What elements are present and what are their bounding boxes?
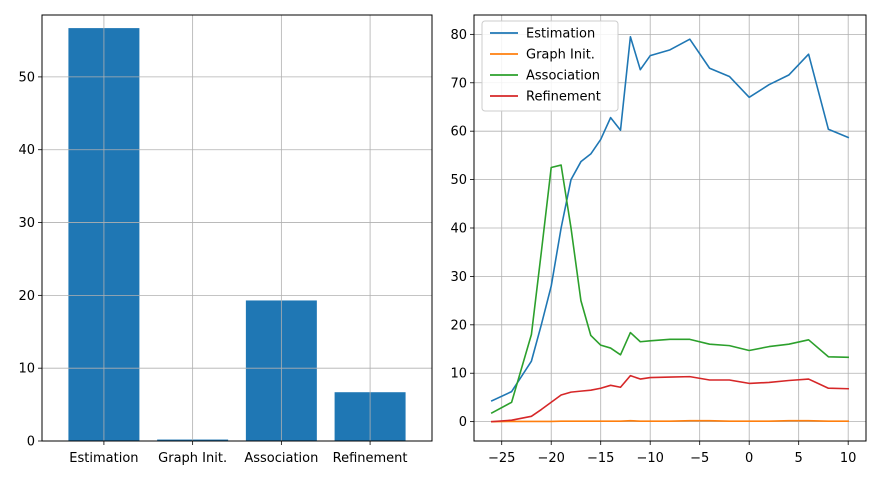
line-ytick-label: 40: [450, 222, 467, 237]
line-ytick-label: 0: [459, 415, 467, 430]
bar-ytick-label: 20: [18, 289, 35, 304]
line-ytick-label: 50: [450, 173, 467, 188]
line-chart-ticks: 0 10 20 30 40 50 60 70 80 −25 −20 −15 −10 −5 0 5 10: [450, 28, 856, 466]
bar-ytick-label: 10: [18, 362, 35, 377]
line-xtick-label: 0: [745, 451, 753, 466]
series-line-estimation: [490, 35, 850, 402]
series-line-association: [490, 164, 849, 415]
bar-ytick-label: 30: [18, 216, 35, 231]
series-line-refinement: [490, 374, 849, 423]
legend-label-refinement: Refinement: [526, 90, 601, 105]
bar-ytick-label: 0: [27, 435, 35, 450]
line-chart-frame: [473, 14, 867, 442]
line-xtick-label: 5: [795, 451, 803, 466]
line-chart-panel: 0 10 20 30 40 50 60 70 80 −25 −20 −15 −10 −5 0 5 10 Esti…: [450, 14, 867, 466]
bar-xtick-label: Estimation: [69, 451, 138, 466]
line-ytick-label: 70: [450, 76, 467, 91]
series-line-graph-init: [491, 419, 849, 423]
legend-label-association: Association: [526, 69, 600, 84]
line-xtick-label: 10: [840, 451, 857, 466]
line-ytick-label: 30: [450, 270, 467, 285]
legend-box: [481, 20, 619, 112]
line-xtick-label: −5: [690, 451, 709, 466]
line-ytick-label: 10: [450, 367, 467, 382]
line-ytick-label: 80: [450, 28, 467, 43]
bar-chart-panel: 0 10 20 30 40 50 Estimation Graph Init. Associat…: [18, 14, 433, 466]
legend-label-graph-init: Graph Init.: [526, 48, 595, 63]
bar-chart-frame: [41, 14, 433, 442]
bar-ytick-label: 50: [18, 70, 35, 85]
bar-chart-ticks: 0 10 20 30 40 50 Estimation Graph Init. Associat…: [18, 70, 407, 466]
bar-xtick-label: Association: [244, 451, 318, 466]
legend-label-estimation: Estimation: [526, 27, 595, 42]
bar-xtick-label: Graph Init.: [158, 451, 227, 466]
line-ytick-label: 60: [450, 125, 467, 140]
bar-ytick-label: 40: [18, 143, 35, 158]
line-xtick-label: −15: [587, 451, 614, 466]
line-chart-legend: Estimation Graph Init. Association Refineme…: [481, 20, 619, 112]
line-ytick-label: 20: [450, 318, 467, 333]
bar-xtick-label: Refinement: [333, 451, 408, 466]
line-xtick-label: −10: [636, 451, 663, 466]
line-xtick-label: −20: [537, 451, 564, 466]
line-chart-series: [490, 35, 850, 423]
line-xtick-label: −25: [488, 451, 515, 466]
